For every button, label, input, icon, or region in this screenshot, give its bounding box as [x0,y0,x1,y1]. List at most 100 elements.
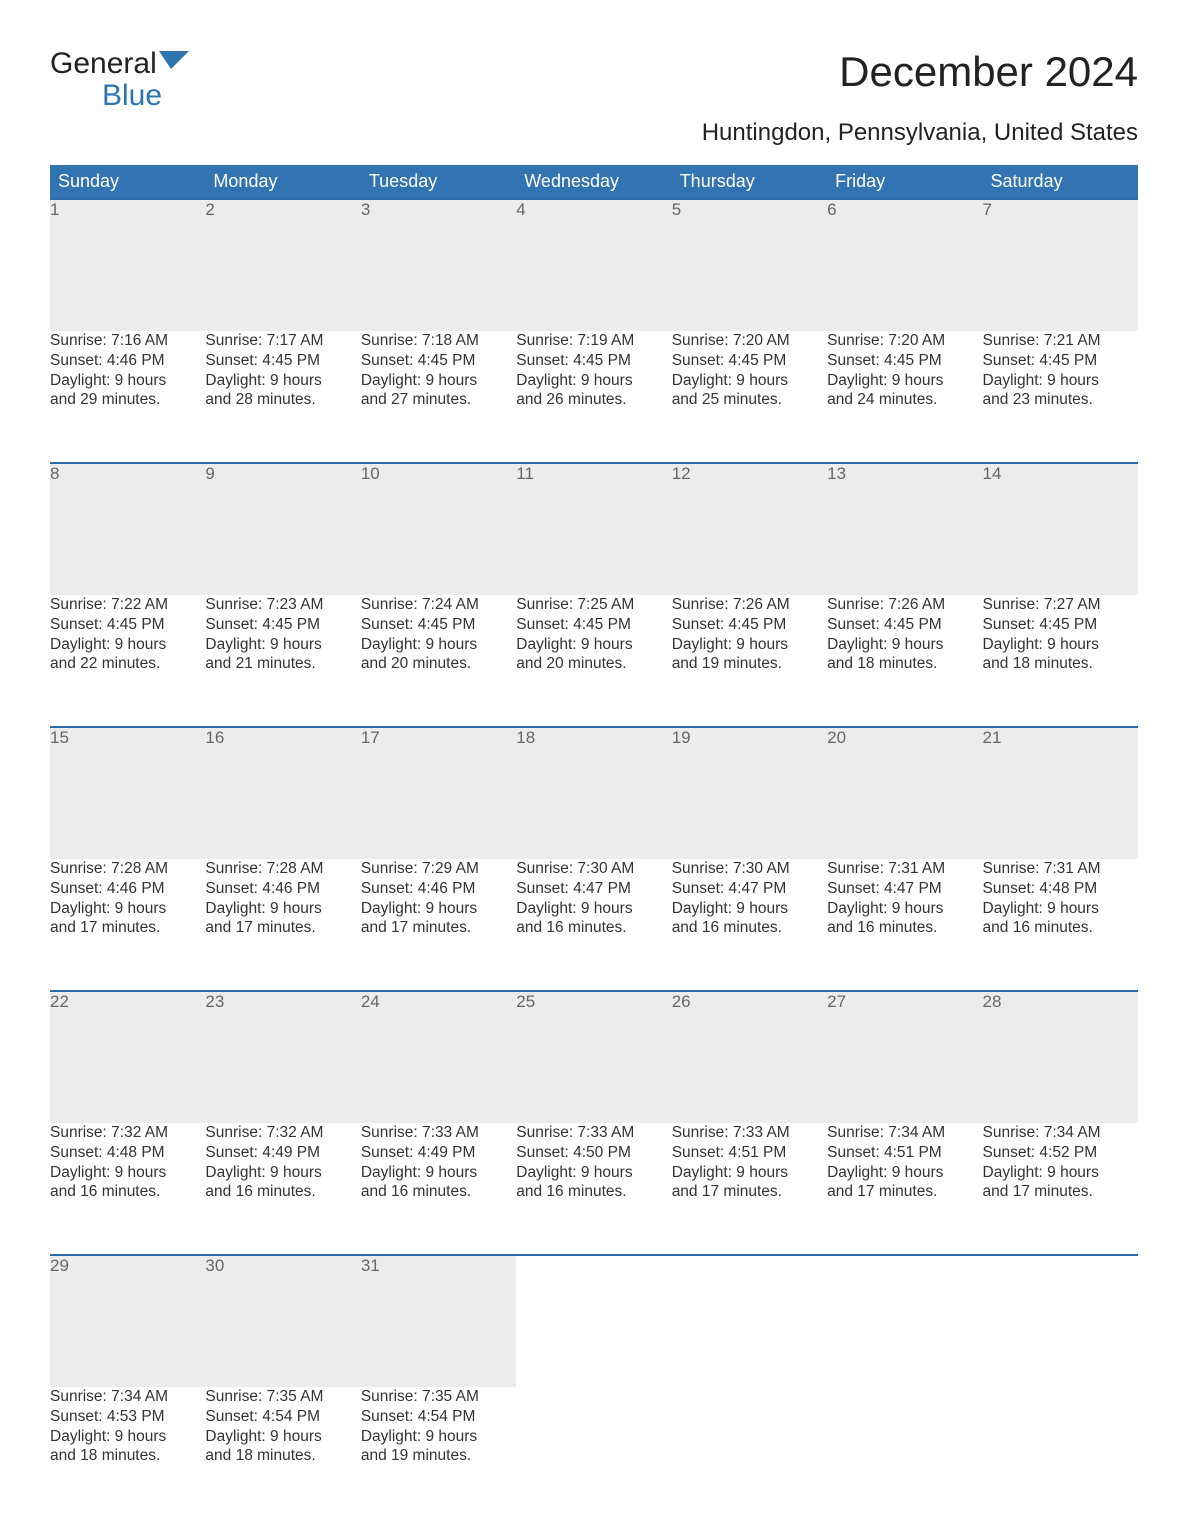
dl1-text: Daylight: 9 hours [516,899,671,919]
dl2-text: and 16 minutes. [205,1182,360,1202]
sunset-text: Sunset: 4:45 PM [672,351,827,371]
dl1-text: Daylight: 9 hours [516,635,671,655]
day-number-cell: 6 [827,199,982,331]
day-number-cell: 24 [361,991,516,1123]
weekday-header: Wednesday [516,165,671,199]
day-number-cell: 23 [205,991,360,1123]
day-cell: Sunrise: 7:17 AMSunset: 4:45 PMDaylight:… [205,331,360,463]
sunrise-text: Sunrise: 7:22 AM [50,595,205,615]
day-number-cell: 27 [827,991,982,1123]
brand-logo: General Blue [50,48,189,111]
sunrise-text: Sunrise: 7:19 AM [516,331,671,351]
sunrise-text: Sunrise: 7:34 AM [983,1123,1138,1143]
weekday-header: Tuesday [361,165,516,199]
dl1-text: Daylight: 9 hours [516,1163,671,1183]
day-number-cell [672,1255,827,1387]
sunset-text: Sunset: 4:45 PM [50,615,205,635]
brand-word2: Blue [50,80,162,112]
day-number-cell: 7 [983,199,1138,331]
sunrise-text: Sunrise: 7:31 AM [983,859,1138,879]
sunset-text: Sunset: 4:45 PM [983,351,1138,371]
weekday-header: Thursday [672,165,827,199]
day-cell: Sunrise: 7:32 AMSunset: 4:48 PMDaylight:… [50,1123,205,1255]
dl1-text: Daylight: 9 hours [827,899,982,919]
day-number-cell: 15 [50,727,205,859]
dl2-text: and 18 minutes. [983,654,1138,674]
sunrise-text: Sunrise: 7:30 AM [516,859,671,879]
dl1-text: Daylight: 9 hours [50,1163,205,1183]
sunset-text: Sunset: 4:52 PM [983,1143,1138,1163]
day-cell: Sunrise: 7:34 AMSunset: 4:53 PMDaylight:… [50,1387,205,1519]
day-cell: Sunrise: 7:20 AMSunset: 4:45 PMDaylight:… [827,331,982,463]
dl2-text: and 17 minutes. [827,1182,982,1202]
dl2-text: and 22 minutes. [50,654,205,674]
dl2-text: and 16 minutes. [50,1182,205,1202]
day-number-cell [827,1255,982,1387]
day-cell: Sunrise: 7:28 AMSunset: 4:46 PMDaylight:… [205,859,360,991]
sunset-text: Sunset: 4:45 PM [983,615,1138,635]
dl2-text: and 28 minutes. [205,390,360,410]
dl1-text: Daylight: 9 hours [361,635,516,655]
day-number-cell: 19 [672,727,827,859]
sunrise-text: Sunrise: 7:27 AM [983,595,1138,615]
day-cell [827,1387,982,1519]
dl2-text: and 16 minutes. [672,918,827,938]
calendar-header: Sunday Monday Tuesday Wednesday Thursday… [50,165,1138,199]
day-number-cell: 9 [205,463,360,595]
sunset-text: Sunset: 4:50 PM [516,1143,671,1163]
sunrise-text: Sunrise: 7:28 AM [50,859,205,879]
calendar-body: 1234567Sunrise: 7:16 AMSunset: 4:46 PMDa… [50,199,1138,1519]
sunset-text: Sunset: 4:48 PM [50,1143,205,1163]
day-number-cell: 31 [361,1255,516,1387]
dl1-text: Daylight: 9 hours [50,635,205,655]
sunrise-text: Sunrise: 7:26 AM [827,595,982,615]
day-cell: Sunrise: 7:34 AMSunset: 4:52 PMDaylight:… [983,1123,1138,1255]
day-number-cell: 26 [672,991,827,1123]
sunset-text: Sunset: 4:47 PM [827,879,982,899]
day-number-cell: 20 [827,727,982,859]
sunset-text: Sunset: 4:46 PM [205,879,360,899]
dl1-text: Daylight: 9 hours [672,1163,827,1183]
day-number-cell: 4 [516,199,671,331]
sunrise-text: Sunrise: 7:16 AM [50,331,205,351]
dl2-text: and 17 minutes. [50,918,205,938]
sunset-text: Sunset: 4:45 PM [516,351,671,371]
day-cell: Sunrise: 7:25 AMSunset: 4:45 PMDaylight:… [516,595,671,727]
sunset-text: Sunset: 4:45 PM [205,615,360,635]
sunset-text: Sunset: 4:47 PM [672,879,827,899]
dl2-text: and 26 minutes. [516,390,671,410]
sunset-text: Sunset: 4:45 PM [827,351,982,371]
sunrise-text: Sunrise: 7:26 AM [672,595,827,615]
dl2-text: and 16 minutes. [516,918,671,938]
day-cell: Sunrise: 7:26 AMSunset: 4:45 PMDaylight:… [672,595,827,727]
day-number-cell: 18 [516,727,671,859]
sunrise-text: Sunrise: 7:20 AM [672,331,827,351]
dl1-text: Daylight: 9 hours [516,371,671,391]
day-number-cell: 22 [50,991,205,1123]
weekday-header: Friday [827,165,982,199]
sunrise-text: Sunrise: 7:35 AM [205,1387,360,1407]
sunrise-text: Sunrise: 7:25 AM [516,595,671,615]
day-number-cell: 1 [50,199,205,331]
day-number-cell: 17 [361,727,516,859]
dl2-text: and 18 minutes. [205,1446,360,1466]
sunset-text: Sunset: 4:49 PM [205,1143,360,1163]
day-number-cell: 25 [516,991,671,1123]
dl1-text: Daylight: 9 hours [361,899,516,919]
sunset-text: Sunset: 4:51 PM [672,1143,827,1163]
day-number-cell: 13 [827,463,982,595]
dl1-text: Daylight: 9 hours [205,371,360,391]
sunrise-text: Sunrise: 7:35 AM [361,1387,516,1407]
day-number-cell [983,1255,1138,1387]
day-number-cell: 2 [205,199,360,331]
dl2-text: and 17 minutes. [361,918,516,938]
sunrise-text: Sunrise: 7:28 AM [205,859,360,879]
dl2-text: and 17 minutes. [672,1182,827,1202]
day-cell: Sunrise: 7:35 AMSunset: 4:54 PMDaylight:… [361,1387,516,1519]
dl1-text: Daylight: 9 hours [361,1427,516,1447]
sunrise-text: Sunrise: 7:32 AM [50,1123,205,1143]
day-number-cell: 14 [983,463,1138,595]
day-cell: Sunrise: 7:20 AMSunset: 4:45 PMDaylight:… [672,331,827,463]
header: General Blue December 2024 [50,48,1138,111]
dl2-text: and 23 minutes. [983,390,1138,410]
